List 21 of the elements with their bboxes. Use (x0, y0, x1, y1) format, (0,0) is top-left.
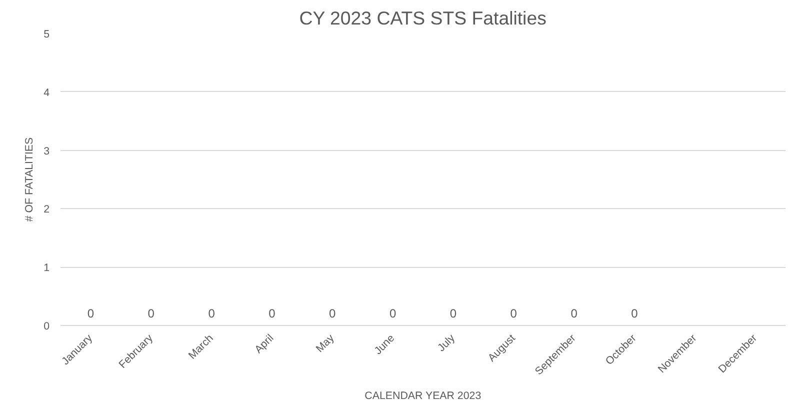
y-tick-label: 4 (44, 86, 50, 99)
data-label: 0 (389, 306, 396, 320)
y-tick-label: 1 (44, 262, 50, 274)
data-label: 0 (87, 306, 94, 320)
y-tick-label: 2 (44, 204, 50, 216)
data-label: 0 (631, 306, 638, 320)
x-tick-label: May (314, 332, 338, 355)
data-label: 0 (329, 306, 336, 320)
data-label: 0 (570, 306, 578, 320)
data-label: 0 (208, 306, 216, 320)
y-axis-title: # OF FATALITIES (24, 137, 36, 222)
data-label: 0 (148, 306, 155, 320)
data-label: 0 (268, 306, 276, 320)
y-tick-label: 3 (44, 145, 50, 158)
y-tick-label: 5 (44, 28, 50, 40)
chart-title: CY 2023 CATS STS Fatalities (299, 8, 546, 28)
x-tick-label: July (436, 332, 458, 354)
data-label: 0 (510, 306, 518, 320)
data-label: 0 (450, 306, 457, 320)
x-axis-title: CALENDAR YEAR 2023 (364, 390, 482, 402)
y-tick-label: 0 (44, 320, 50, 332)
